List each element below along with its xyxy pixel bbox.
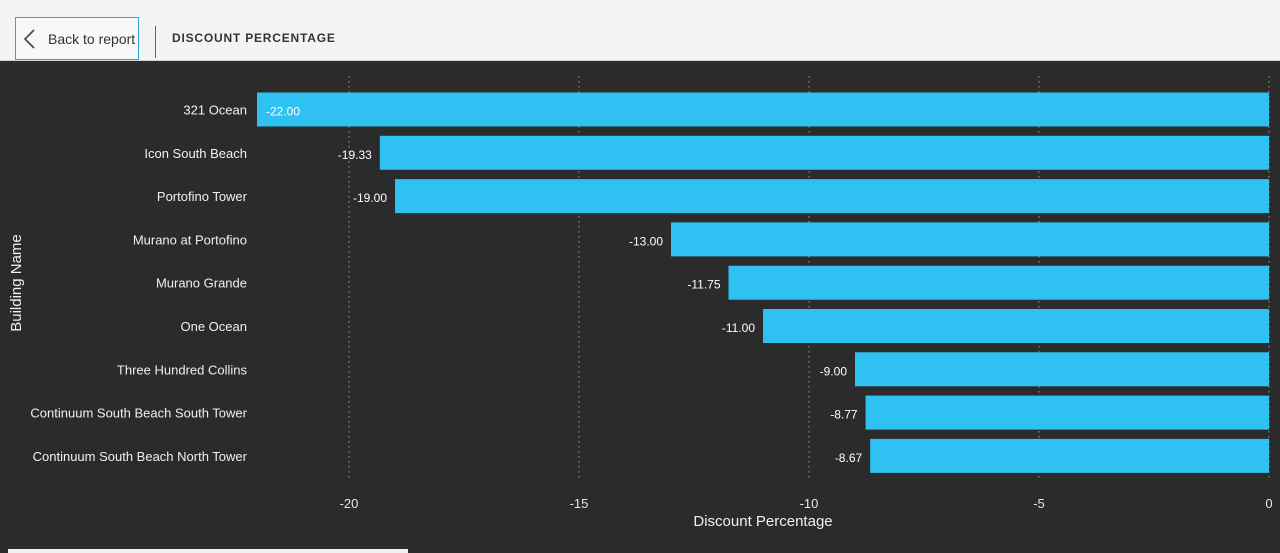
x-tick-label: -5 <box>1033 496 1045 511</box>
data-label: -9.00 <box>820 364 848 378</box>
category-label: Icon South Beach <box>144 146 247 161</box>
category-label: Continuum South Beach South Tower <box>30 406 247 421</box>
chevron-left-icon <box>23 29 35 49</box>
x-tick-label: -20 <box>340 496 359 511</box>
bar[interactable] <box>395 179 1269 214</box>
data-label: -19.00 <box>353 191 387 205</box>
page-title: DISCOUNT PERCENTAGE <box>172 31 336 45</box>
x-tick-label: -10 <box>800 496 819 511</box>
bar[interactable] <box>257 92 1269 127</box>
bar-chart: -20 -15 -10 -5 0 321 Ocean -22.00 Icon South Be… <box>0 61 1280 553</box>
data-label: -22.00 <box>266 105 300 119</box>
data-label: -8.77 <box>830 408 858 422</box>
data-label: -8.67 <box>835 451 863 465</box>
x-axis-title: Discount Percentage <box>693 513 832 530</box>
bar[interactable] <box>379 135 1269 170</box>
bar[interactable] <box>855 352 1269 387</box>
category-label: Three Hundred Collins <box>117 362 248 377</box>
scroll-indicator <box>8 549 408 553</box>
chart-svg: -20 -15 -10 -5 0 321 Ocean -22.00 Icon South Be… <box>8 76 1273 530</box>
bar[interactable] <box>763 309 1269 343</box>
bar[interactable] <box>671 222 1269 257</box>
category-label: Murano Grande <box>156 276 247 291</box>
x-tick-label: -15 <box>570 496 589 511</box>
data-label: -11.75 <box>687 278 720 292</box>
top-bar: Back to report DISCOUNT PERCENTAGE <box>0 0 1280 61</box>
back-to-report-button[interactable]: Back to report <box>15 17 139 60</box>
category-label: Portofino Tower <box>157 189 248 204</box>
bar[interactable] <box>870 438 1269 473</box>
bar[interactable] <box>728 265 1270 300</box>
data-label: -13.00 <box>629 234 663 248</box>
category-label: 321 Ocean <box>183 103 247 118</box>
bar[interactable] <box>865 395 1269 430</box>
x-tick-label: 0 <box>1265 496 1272 511</box>
data-label: -19.33 <box>338 148 372 162</box>
header-divider <box>155 26 156 58</box>
back-button-label: Back to report <box>48 31 136 47</box>
y-axis-title: Building Name <box>8 234 25 332</box>
category-label: Continuum South Beach North Tower <box>33 449 248 464</box>
category-label: Murano at Portofino <box>133 232 247 247</box>
data-label: -11.00 <box>722 321 755 335</box>
category-label: One Ocean <box>181 319 248 334</box>
